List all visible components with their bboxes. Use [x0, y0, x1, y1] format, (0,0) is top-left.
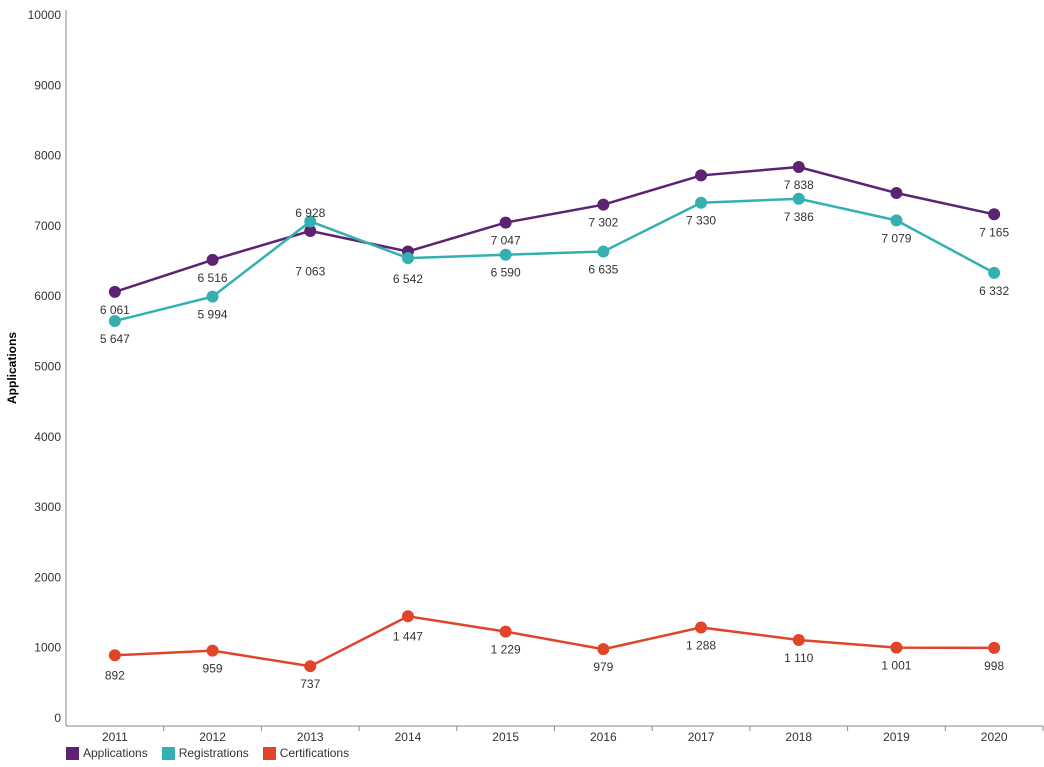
plot-area: [108, 160, 1001, 673]
axes: 0 1000 2000 3000 4000 5000 6000 7000 8000 9000 100…: [28, 8, 1044, 744]
certifications-data-label: 1 288: [686, 638, 716, 652]
applications-point: [304, 224, 317, 237]
applications-point: [695, 169, 708, 182]
legend-label: Applications: [83, 746, 148, 760]
applications-data-label: 7 047: [491, 234, 521, 248]
certifications-point: [108, 649, 121, 662]
y-tick-label: 1000: [34, 641, 61, 655]
x-tick-label: 2019: [883, 730, 910, 744]
certifications-line: [114, 614, 995, 668]
certifications-data-label: 1 001: [881, 659, 911, 673]
x-tick-label: 2017: [688, 730, 715, 744]
certifications-point: [206, 644, 219, 657]
certifications-point: [890, 641, 903, 654]
x-tick-label: 2016: [590, 730, 617, 744]
y-tick-label: 3000: [34, 500, 61, 514]
certifications-point: [695, 621, 708, 634]
registrations-point: [890, 214, 903, 227]
registrations-point: [695, 196, 708, 209]
registrations-data-label: 5 647: [100, 332, 130, 346]
legend-swatch: [262, 746, 276, 760]
certifications-data-label: 998: [984, 659, 1004, 673]
registrations-data-label: 7 063: [295, 264, 325, 278]
registrations-data-label: 7 330: [686, 214, 716, 228]
registrations-line: [114, 197, 995, 323]
y-tick-label: 7000: [34, 219, 61, 233]
applications-data-label: 6 061: [100, 303, 130, 317]
certifications-data-label: 1 110: [784, 651, 813, 665]
certifications-point: [988, 641, 1001, 654]
certifications-point: [597, 643, 610, 656]
applications-point: [108, 285, 121, 298]
applications-point: [597, 198, 610, 211]
applications-line: [114, 165, 995, 294]
y-tick-label: 4000: [34, 430, 61, 444]
certifications-point: [792, 633, 805, 646]
legend-item-certifications[interactable]: Certifications: [262, 746, 350, 760]
chart-legend: Applications Registrations Certifications: [66, 744, 349, 762]
legend-item-applications[interactable]: Applications: [66, 746, 148, 760]
legend-label: Registrations: [178, 746, 249, 760]
y-axis-title: Applications: [5, 332, 19, 404]
applications-data-label: 7 302: [588, 216, 618, 230]
registrations-data-label: 6 590: [491, 266, 521, 280]
x-tick-label: 2020: [981, 730, 1008, 744]
registrations-data-label: 6 635: [588, 263, 618, 277]
certifications-data-label: 737: [300, 677, 320, 691]
applications-point: [499, 216, 512, 229]
y-tick-label: 9000: [34, 78, 61, 92]
certifications-point: [499, 625, 512, 638]
applications-point: [206, 253, 219, 266]
registrations-data-label: 7 386: [784, 210, 814, 224]
y-tick-label: 5000: [34, 360, 61, 374]
y-tick-label: 6000: [34, 289, 61, 303]
x-tick-label: 2018: [785, 730, 812, 744]
certifications-point: [401, 610, 414, 623]
registrations-data-label: 6 542: [393, 272, 423, 286]
registrations-point: [304, 215, 317, 228]
certifications-data-label: 959: [203, 662, 223, 676]
certifications-data-label: 979: [593, 660, 613, 674]
applications-point: [988, 208, 1001, 221]
legend-label: Certifications: [279, 746, 350, 760]
registrations-point: [108, 315, 121, 328]
x-tick-label: 2012: [199, 730, 226, 744]
certifications-data-label: 1 447: [393, 629, 423, 643]
registrations-point: [792, 192, 805, 205]
legend-swatch: [161, 746, 175, 760]
legend-swatch: [66, 746, 79, 760]
registrations-data-label: 6 332: [979, 284, 1009, 298]
applications-data-label: 7 165: [979, 225, 1009, 239]
certifications-data-label: 892: [105, 668, 125, 682]
y-tick-label: 10000: [28, 8, 62, 22]
data-labels: 6 061 6 516 6 928 7 047 7 302 7 838 7 165 5 647…: [100, 178, 1010, 691]
x-tick-label: 2011: [102, 730, 128, 744]
y-tick-label: 8000: [34, 149, 61, 163]
applications-data-label: 6 928: [295, 206, 325, 220]
registrations-point: [401, 252, 414, 265]
applications-point: [890, 186, 903, 199]
applications-data-label: 6 516: [198, 271, 228, 285]
registrations-point: [206, 290, 219, 303]
y-tick-label: 0: [54, 711, 61, 725]
applications-data-label: 7 838: [784, 178, 814, 192]
x-tick-label: 2015: [492, 730, 519, 744]
registrations-point: [499, 248, 512, 261]
legend-item-registrations[interactable]: Registrations: [161, 746, 249, 760]
registrations-data-label: 5 994: [198, 308, 228, 322]
registrations-point: [597, 245, 610, 258]
y-tick-label: 2000: [34, 570, 61, 584]
registrations-data-label: 7 079: [881, 231, 911, 245]
applications-point: [792, 160, 805, 173]
certifications-point: [304, 660, 317, 673]
x-tick-label: 2014: [395, 730, 422, 744]
registrations-point: [988, 266, 1001, 279]
certifications-data-label: 1 229: [491, 643, 521, 657]
x-tick-label: 2013: [297, 730, 324, 744]
